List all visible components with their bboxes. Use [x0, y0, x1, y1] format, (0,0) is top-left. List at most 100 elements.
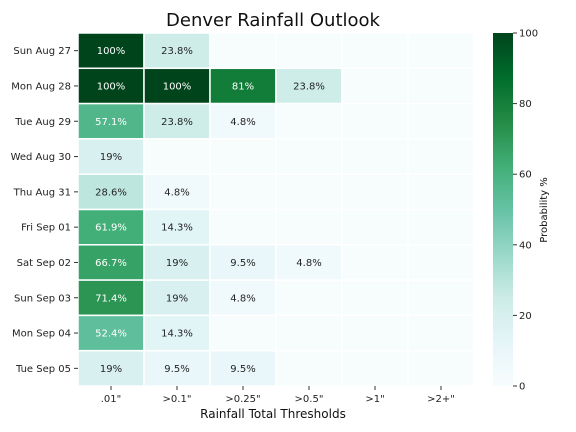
heatmap-cell [209, 208, 277, 246]
cell-value-label: 14.3% [161, 329, 193, 340]
heatmap-cell [209, 314, 277, 352]
x-tick-label: >0.25" [225, 394, 260, 405]
colorbar-tick-label: 100 [519, 29, 538, 40]
heatmap-cell [341, 279, 409, 317]
heatmap-cell [407, 244, 475, 281]
colorbar-tick-label: 0 [519, 382, 525, 393]
heatmap-cell [341, 138, 409, 175]
heatmap-cell [275, 349, 343, 387]
cell-value-label: 19% [100, 364, 122, 375]
heatmap-cell [275, 138, 343, 175]
heatmap-cell [407, 279, 475, 317]
y-tick-label: Sun Sep 03 [14, 293, 71, 304]
cell-value-label: 9.5% [230, 258, 255, 269]
colorbar-label: Probability % [539, 177, 550, 243]
heatmap-cell [341, 67, 409, 105]
colorbar-tick-label: 60 [519, 170, 532, 181]
y-tick-label: Sat Sep 02 [17, 258, 71, 269]
cell-value-label: 81% [232, 81, 254, 92]
heatmap-cell [143, 102, 211, 140]
cell-value-label: 28.6% [95, 187, 127, 198]
heatmap-cell [209, 173, 277, 211]
x-tick-label: >1" [365, 394, 384, 405]
heatmap-cell [275, 173, 343, 211]
heatmap-cell [341, 314, 409, 352]
cell-value-label: 9.5% [164, 364, 189, 375]
cell-value-label: 4.8% [164, 187, 189, 198]
heatmap-cell [407, 173, 475, 211]
y-axis-ticks: Sun Aug 27 Mon Aug 28 Tue Aug 29 Wed Aug 30… [11, 46, 78, 375]
heatmap-cell [341, 173, 409, 211]
heatmap-cell [341, 208, 409, 246]
heatmap-cell [143, 173, 211, 211]
y-tick-label: Mon Sep 04 [12, 329, 71, 340]
heatmap-cell [275, 32, 343, 70]
x-tick-label: >0.1" [163, 394, 192, 405]
heatmap-cell [341, 32, 409, 70]
heatmap-cell [341, 349, 409, 387]
cell-value-label: 100% [163, 81, 192, 92]
heatmap-cell [407, 32, 475, 70]
cell-value-label: 19% [166, 293, 188, 304]
colorbar-tick-label: 80 [519, 99, 532, 110]
y-tick-label: Fri Sep 01 [21, 223, 71, 234]
x-tick-label: >2+" [427, 394, 455, 405]
heatmap-cell [143, 32, 211, 70]
x-tick-label: >0.5" [295, 394, 324, 405]
heatmap-cell [407, 349, 475, 387]
heatmap-cell [407, 138, 475, 175]
heatmap-cell [341, 244, 409, 281]
cell-value-label: 19% [166, 258, 188, 269]
cell-value-label: 4.8% [230, 117, 255, 128]
cell-value-label: 23.8% [161, 117, 193, 128]
heatmap-cell [143, 244, 211, 281]
heatmap-cell [77, 279, 145, 317]
chart-title: Denver Rainfall Outlook [166, 10, 380, 31]
heatmap-cell [341, 102, 409, 140]
cell-value-label: 61.9% [95, 223, 127, 234]
colorbar [493, 33, 513, 386]
heatmap-cell [275, 102, 343, 140]
cell-value-label: 4.8% [230, 293, 255, 304]
heatmap-cell [275, 314, 343, 352]
heatmap-cell [407, 67, 475, 105]
cell-value-label: 19% [100, 152, 122, 163]
cell-value-label: 52.4% [95, 329, 127, 340]
cell-value-label: 71.4% [95, 293, 127, 304]
cell-value-label: 14.3% [161, 223, 193, 234]
x-axis-label: Rainfall Total Thresholds [200, 407, 346, 421]
cell-value-label: 4.8% [296, 258, 321, 269]
y-tick-label: Mon Aug 28 [11, 81, 71, 92]
cell-value-label: 100% [97, 46, 126, 57]
heatmap-cell [275, 208, 343, 246]
y-tick-label: Sun Aug 27 [13, 46, 71, 57]
cell-value-label: 100% [97, 81, 126, 92]
heatmap-cell [407, 314, 475, 352]
heatmap-cell-labels: 100% 23.8% 100% 100% 81% 23.8% 57.1% 23.8% 4.8% 1… [95, 46, 325, 375]
heatmap-cell [209, 244, 277, 281]
heatmap-cell [407, 102, 475, 140]
heatmap-cell [143, 314, 211, 352]
heatmap-cells [77, 32, 475, 387]
heatmap-cell [209, 279, 277, 317]
colorbar-ticks: 0 20 40 60 80 100 [513, 29, 538, 393]
y-tick-label: Tue Aug 29 [14, 117, 71, 128]
heatmap-cell [77, 314, 145, 352]
heatmap-cell [143, 138, 211, 175]
x-axis-ticks: .01" >0.1" >0.25" >0.5" >1" >2+" [101, 386, 455, 405]
colorbar-tick-label: 40 [519, 240, 532, 251]
cell-value-label: 23.8% [293, 81, 325, 92]
cell-value-label: 9.5% [230, 364, 255, 375]
y-tick-label: Tue Sep 05 [15, 364, 71, 375]
heatmap-cell [209, 32, 277, 70]
heatmap-cell [275, 279, 343, 317]
heatmap-cell [143, 279, 211, 317]
cell-value-label: 57.1% [95, 117, 127, 128]
cell-value-label: 23.8% [161, 46, 193, 57]
cell-value-label: 66.7% [95, 258, 127, 269]
y-tick-label: Wed Aug 30 [11, 152, 71, 163]
colorbar-tick-label: 20 [519, 311, 532, 322]
y-tick-label: Thu Aug 31 [13, 187, 71, 198]
heatmap-cell [143, 208, 211, 246]
